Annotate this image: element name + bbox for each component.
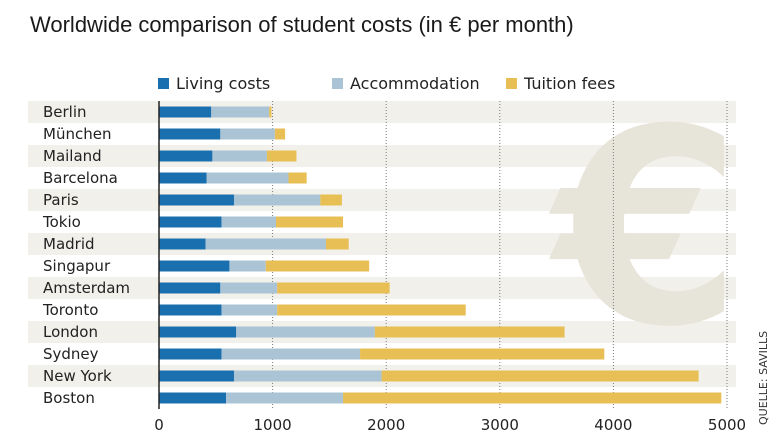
chart-title: Worldwide comparison of student costs (i… — [30, 12, 574, 37]
bar-segment — [221, 348, 361, 360]
bar-segment — [265, 260, 370, 272]
bar-segment — [269, 106, 272, 118]
category-label: Toronto — [42, 301, 98, 319]
x-tick-label: 4000 — [594, 416, 632, 434]
bar-segment — [221, 304, 278, 316]
bar-segment — [159, 106, 212, 118]
bar-segment — [274, 128, 286, 140]
bar-segment — [159, 282, 221, 294]
bar-segment — [236, 326, 375, 338]
category-label: Mailand — [43, 147, 102, 165]
x-tick-label: 5000 — [708, 416, 746, 434]
legend-label: Living costs — [176, 74, 270, 93]
category-label: Barcelona — [43, 169, 118, 187]
bar-segment — [325, 238, 349, 250]
bar-segment — [374, 326, 565, 338]
bar-segment — [159, 238, 206, 250]
bar-segment — [159, 348, 222, 360]
category-label: München — [43, 125, 111, 143]
category-label: Sydney — [43, 345, 99, 363]
bar-segment — [159, 392, 227, 404]
bar-segment — [266, 150, 297, 162]
bar-segment — [159, 370, 234, 382]
category-label: London — [43, 323, 98, 341]
x-tick-label: 1000 — [254, 416, 292, 434]
bar-segment — [288, 172, 307, 184]
category-label: Amsterdam — [43, 279, 130, 297]
bar-segment — [205, 238, 326, 250]
bar-segment — [343, 392, 722, 404]
bar-segment — [159, 260, 230, 272]
x-tick-label: 3000 — [481, 416, 519, 434]
category-label: Madrid — [43, 235, 95, 253]
bar-segment — [206, 172, 289, 184]
category-label: Singapur — [43, 257, 111, 275]
legend-label: Tuition fees — [523, 74, 615, 93]
bar-segment — [381, 370, 699, 382]
bar-segment — [320, 194, 342, 206]
bar-segment — [212, 150, 267, 162]
category-label: Boston — [43, 389, 95, 407]
bar-segment — [159, 304, 222, 316]
legend-label: Accommodation — [350, 74, 480, 93]
bar-segment — [220, 128, 275, 140]
x-tick-label: 2000 — [367, 416, 405, 434]
category-label: Berlin — [43, 103, 87, 121]
legend-swatch — [332, 78, 343, 89]
bar-segment — [159, 326, 237, 338]
bar-segment — [159, 150, 213, 162]
euro-icon: € — [546, 71, 742, 386]
x-tick-label: 0 — [154, 416, 164, 434]
bar-segment — [159, 194, 234, 206]
bar-segment — [360, 348, 605, 360]
category-label: Paris — [43, 191, 79, 209]
bar-segment — [221, 216, 277, 228]
bar-segment — [226, 392, 344, 404]
bar-segment — [276, 216, 344, 228]
category-label: New York — [43, 367, 112, 385]
bar-segment — [229, 260, 266, 272]
bar-segment — [159, 172, 207, 184]
bar-segment — [211, 106, 270, 118]
bar-segment — [159, 128, 221, 140]
bar-segment — [220, 282, 278, 294]
source-label: QUELLE: SAVILLS — [757, 331, 770, 425]
legend-swatch — [506, 78, 517, 89]
bar-segment — [159, 216, 222, 228]
bar-segment — [233, 194, 321, 206]
bar-segment — [277, 282, 390, 294]
bar-segment — [233, 370, 382, 382]
category-label: Tokio — [42, 213, 81, 231]
legend-swatch — [158, 78, 169, 89]
bar-segment — [277, 304, 466, 316]
